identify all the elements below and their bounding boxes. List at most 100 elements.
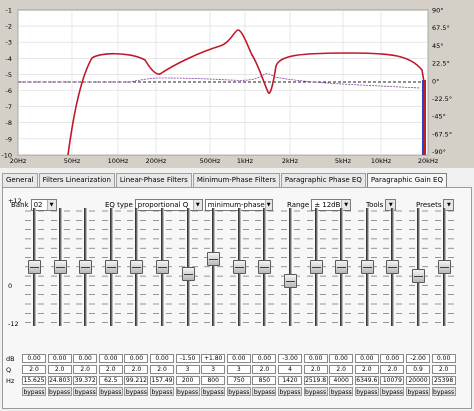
tab-minimum-phase-filters[interactable]: Minimum-Phase Filters: [192, 173, 280, 187]
gain-db-field[interactable]: +1.80: [201, 354, 226, 363]
bypass-button[interactable]: bypass: [431, 387, 456, 396]
bypass-button[interactable]: bypass: [47, 387, 72, 396]
slider-thumb[interactable]: [207, 251, 221, 266]
q-field[interactable]: 2.0: [22, 365, 46, 374]
gain-db-field[interactable]: 0.00: [98, 354, 123, 363]
gain-slider[interactable]: [101, 208, 122, 326]
q-field[interactable]: 2.0: [303, 365, 328, 374]
q-field[interactable]: 3: [226, 365, 251, 374]
frequency-field[interactable]: 200: [175, 376, 200, 385]
presets-menu-button[interactable]: ▼: [443, 198, 455, 211]
gain-slider[interactable]: [331, 208, 352, 326]
slider-thumb[interactable]: [360, 260, 374, 274]
bypass-button[interactable]: bypass: [354, 387, 379, 396]
bypass-button[interactable]: bypass: [201, 387, 226, 396]
q-field[interactable]: 3: [175, 365, 200, 374]
gain-slider[interactable]: [152, 208, 173, 326]
gain-db-field[interactable]: 0.00: [226, 354, 251, 363]
q-field[interactable]: 2.0: [431, 365, 456, 374]
gain-slider[interactable]: [75, 208, 96, 326]
gain-db-field[interactable]: -1.50: [175, 354, 200, 363]
tab-filters-linearization[interactable]: Filters Linearization: [38, 173, 115, 187]
tab-paragraphic-gain-eq[interactable]: Paragraphic Gain EQ: [366, 173, 447, 188]
gain-db-field[interactable]: 0.00: [150, 354, 174, 363]
bypass-button[interactable]: bypass: [175, 387, 200, 396]
slider-thumb[interactable]: [104, 260, 118, 274]
gain-db-field[interactable]: 0.00: [431, 354, 456, 363]
frequency-field[interactable]: 850: [252, 376, 277, 385]
gain-slider[interactable]: [382, 208, 403, 326]
tools-menu-button[interactable]: ▼: [385, 198, 397, 211]
slider-thumb[interactable]: [258, 260, 272, 274]
bypass-button[interactable]: bypass: [278, 387, 302, 396]
frequency-field[interactable]: 2519.8: [303, 376, 328, 385]
slider-thumb[interactable]: [437, 260, 451, 274]
frequency-field[interactable]: 15.625: [22, 376, 46, 385]
gain-slider[interactable]: [280, 208, 301, 326]
gain-db-field[interactable]: 0.00: [47, 354, 72, 363]
slider-thumb[interactable]: [309, 260, 323, 274]
bypass-button[interactable]: bypass: [22, 387, 46, 396]
q-field[interactable]: 2.0: [73, 365, 98, 374]
gain-db-field[interactable]: 0.00: [22, 354, 46, 363]
bypass-button[interactable]: bypass: [73, 387, 98, 396]
gain-db-field[interactable]: 0.00: [124, 354, 149, 363]
frequency-field[interactable]: 20000: [406, 376, 430, 385]
bypass-button[interactable]: bypass: [252, 387, 277, 396]
frequency-field[interactable]: 1420: [278, 376, 302, 385]
frequency-field[interactable]: 750: [226, 376, 251, 385]
tab-paragraphic-phase-eq[interactable]: Paragraphic Phase EQ: [280, 173, 366, 187]
bypass-button[interactable]: bypass: [98, 387, 123, 396]
q-field[interactable]: 2.0: [150, 365, 174, 374]
gain-slider[interactable]: [357, 208, 378, 326]
bypass-button[interactable]: bypass: [226, 387, 251, 396]
q-field[interactable]: 2.0: [47, 365, 72, 374]
gain-db-field[interactable]: 0.00: [73, 354, 98, 363]
gain-slider[interactable]: [126, 208, 147, 326]
gain-slider[interactable]: [408, 208, 429, 326]
tab-general[interactable]: General: [2, 173, 38, 187]
gain-db-field[interactable]: 0.00: [380, 354, 405, 363]
slider-thumb[interactable]: [156, 260, 169, 274]
slider-thumb[interactable]: [53, 260, 67, 274]
frequency-field[interactable]: 99.212: [124, 376, 149, 385]
gain-slider[interactable]: [178, 208, 199, 326]
gain-slider[interactable]: [24, 208, 45, 326]
frequency-field[interactable]: 4000: [329, 376, 354, 385]
frequency-field[interactable]: 157.49: [150, 376, 174, 385]
q-field[interactable]: 3: [201, 365, 226, 374]
bank-select[interactable]: 02 ▼: [30, 198, 57, 211]
gain-slider[interactable]: [306, 208, 327, 326]
q-field[interactable]: 2.0: [354, 365, 379, 374]
frequency-field[interactable]: 6349.6: [354, 376, 379, 385]
frequency-field[interactable]: 25398: [431, 376, 456, 385]
slider-thumb[interactable]: [412, 269, 425, 283]
q-field[interactable]: 2.0: [329, 365, 354, 374]
slider-thumb[interactable]: [386, 260, 400, 274]
q-field[interactable]: 4: [278, 365, 302, 374]
frequency-field[interactable]: 800: [201, 376, 226, 385]
frequency-field[interactable]: 24.803: [47, 376, 72, 385]
slider-thumb[interactable]: [284, 273, 297, 288]
slider-thumb[interactable]: [335, 260, 349, 274]
slider-thumb[interactable]: [130, 260, 144, 274]
gain-db-field[interactable]: 0.00: [303, 354, 328, 363]
tab-linear-phase-filters[interactable]: Linear-Phase Filters: [115, 173, 192, 187]
slider-thumb[interactable]: [232, 260, 246, 274]
bypass-button[interactable]: bypass: [329, 387, 354, 396]
gain-slider[interactable]: [50, 208, 71, 326]
gain-db-field[interactable]: -3.00: [278, 354, 302, 363]
frequency-field[interactable]: 62.5: [98, 376, 123, 385]
gain-slider[interactable]: [203, 208, 224, 326]
gain-slider[interactable]: [434, 208, 455, 326]
q-field[interactable]: 2.0: [252, 365, 277, 374]
bypass-button[interactable]: bypass: [124, 387, 149, 396]
gain-slider[interactable]: [229, 208, 250, 326]
q-field[interactable]: 2.0: [124, 365, 149, 374]
gain-db-field[interactable]: 0.00: [329, 354, 354, 363]
bypass-button[interactable]: bypass: [380, 387, 405, 396]
q-field[interactable]: 0.9: [406, 365, 430, 374]
gain-db-field[interactable]: 0.00: [354, 354, 379, 363]
bypass-button[interactable]: bypass: [150, 387, 174, 396]
q-field[interactable]: 2.0: [380, 365, 405, 374]
